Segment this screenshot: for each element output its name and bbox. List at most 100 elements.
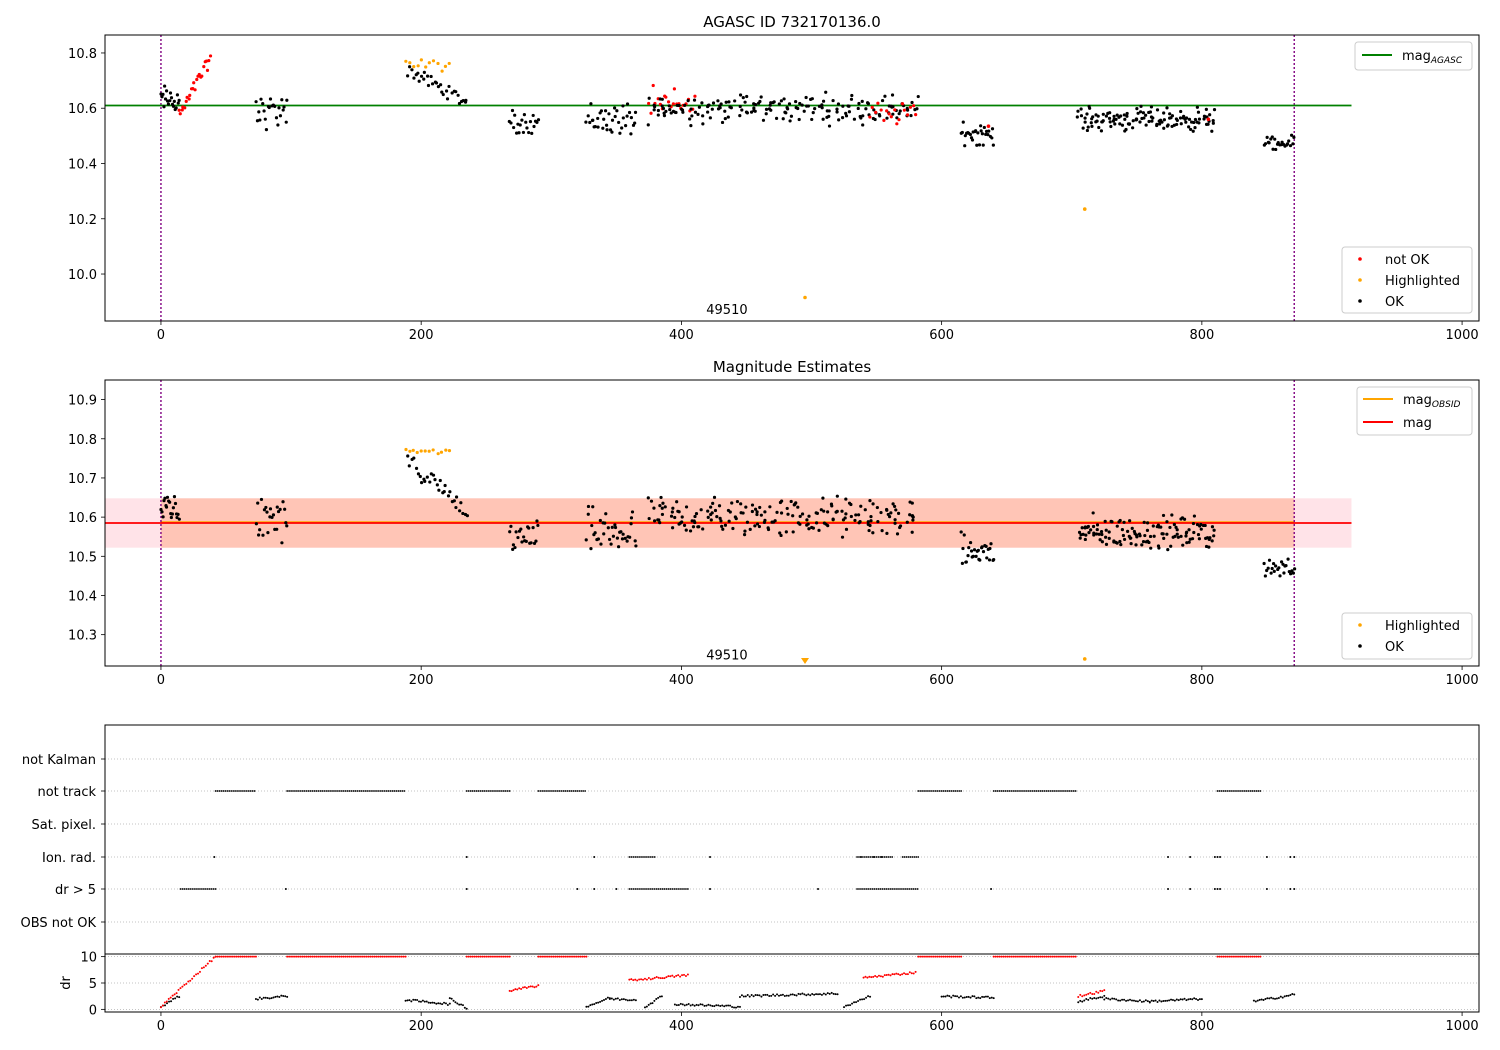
flag-mark [1189,856,1192,858]
flag-mark [1039,790,1042,792]
flag-mark [685,888,687,890]
data-point [516,535,520,540]
flag-mark [1226,790,1229,792]
flag-mark [1167,856,1170,858]
dr-point-ok [683,1004,686,1007]
dr-point-bad [940,955,943,958]
flag-mark [230,790,233,792]
data-point [693,94,697,98]
flag-mark [374,790,376,792]
data-point [1125,111,1129,116]
flag-mark [213,856,216,858]
dr-point-bad [1008,955,1011,958]
flag-mark [930,790,933,792]
dr-point-bad [657,976,660,979]
dr-point-ok [414,998,417,1001]
data-point [607,537,612,542]
data-point [847,110,852,114]
data-point [850,93,854,98]
data-point [719,519,723,523]
data-point [659,495,663,500]
flag-mark [950,790,953,792]
data-point [781,117,785,121]
dr-point-bad [398,955,401,958]
flag-mark [942,790,945,792]
data-point [517,131,521,135]
y-tick-label: 10.4 [68,157,97,172]
dr-point-ok [781,993,784,996]
flag-mark [683,888,685,890]
data-point [785,506,789,511]
data-point [677,510,681,514]
legend-lines: magAGASC [1354,41,1473,71]
data-point [742,533,747,537]
dr-point-bad [1070,955,1073,958]
flag-row-label: Sat. pixel. [32,818,96,833]
data-point [987,558,992,562]
data-point [1079,107,1083,111]
flag-mark [1238,790,1240,792]
data-point [184,99,188,103]
flag-mark [299,790,302,792]
dr-point-ok [1200,998,1203,1001]
dr-point-bad [533,986,536,989]
dr-point-bad [630,978,633,981]
data-point [270,515,274,520]
flag-mark [646,856,648,858]
flag-mark [576,790,579,792]
data-point [963,134,967,138]
data-point [424,65,428,69]
dr-point-bad [866,976,869,979]
data-point [1080,526,1084,530]
axes-frame [104,724,1480,1013]
dr-point-bad [958,955,961,958]
dr-point-ok [855,1001,858,1004]
dr-point-bad [1006,955,1009,958]
dr-point-bad [531,985,534,988]
dr-point-bad [338,955,341,958]
data-point [446,494,451,498]
dr-point-bad [334,955,337,958]
flag-mark [877,888,880,890]
data-point [786,512,790,516]
data-point [176,512,180,516]
data-point [1099,129,1104,133]
dr-point-bad [254,955,257,958]
dr-point-bad [187,980,190,983]
data-point [1147,540,1151,545]
dr-point-bad [485,955,488,958]
flag-mark [593,888,596,890]
dr-point-bad [303,955,306,958]
data-point [1282,571,1286,575]
data-point [518,123,522,127]
dr-point-bad [946,955,949,958]
dr-point-ok [589,1004,592,1007]
data-point [448,490,452,494]
flag-mark [640,888,642,890]
dr-point-ok [818,993,821,996]
dr-point-ok [853,1001,856,1004]
flag-mark [905,856,908,858]
legend-point-swatch [1358,257,1362,261]
dr-point-ok [820,993,823,996]
dr-point-bad [508,955,511,958]
data-point [785,106,789,110]
data-point [658,504,662,508]
flag-mark [908,888,911,890]
flag-mark [885,856,888,858]
flag-mark [1051,790,1054,792]
flag-mark [856,856,858,858]
dr-point-ok [961,996,964,999]
dr-point-ok [1089,997,1092,1000]
flag-mark [399,790,402,792]
data-point [285,524,289,528]
flag-mark [292,790,294,792]
data-point [163,97,168,101]
data-point [879,108,883,112]
dr-point-ok [677,1003,680,1006]
dr-point-ok [752,995,755,998]
flag-mark [862,856,864,858]
data-point [900,102,905,106]
data-point [726,115,730,119]
data-point [161,92,165,96]
